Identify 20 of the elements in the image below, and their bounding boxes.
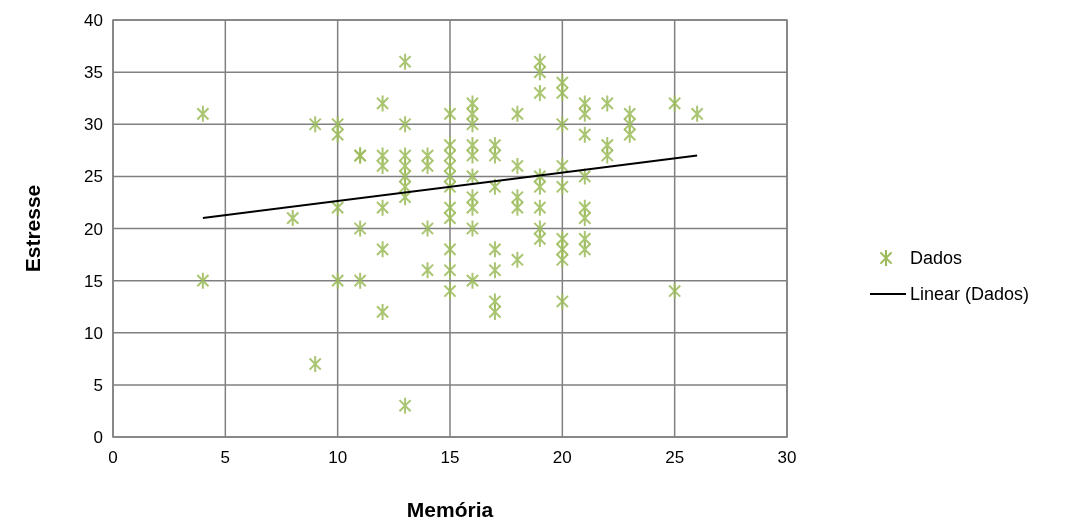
y-tick-label: 0 <box>93 428 103 447</box>
x-tick-label: 30 <box>777 448 797 467</box>
x-tick-label: 10 <box>328 448 348 467</box>
x-tick-label: 5 <box>220 448 231 467</box>
y-tick-label: 30 <box>84 115 103 135</box>
y-tick-label: 15 <box>84 271 103 291</box>
x-axis-title: Memória <box>406 498 494 521</box>
legend-label: Linear (Dados) <box>910 284 1030 304</box>
x-tick-label: 25 <box>665 448 685 467</box>
x-tick-label: 20 <box>552 448 572 467</box>
y-tick-label: 40 <box>84 11 103 30</box>
y-tick-label: 10 <box>84 323 103 343</box>
y-tick-label: 20 <box>84 219 103 239</box>
y-tick-label: 25 <box>84 167 103 187</box>
x-tick-label: 15 <box>440 448 460 467</box>
y-axis-title: Estresse <box>21 184 44 273</box>
legend-label: Dados <box>910 248 963 268</box>
y-tick-label: 5 <box>93 375 103 395</box>
y-tick-label: 35 <box>84 63 103 83</box>
x-tick-label: 0 <box>108 448 118 467</box>
